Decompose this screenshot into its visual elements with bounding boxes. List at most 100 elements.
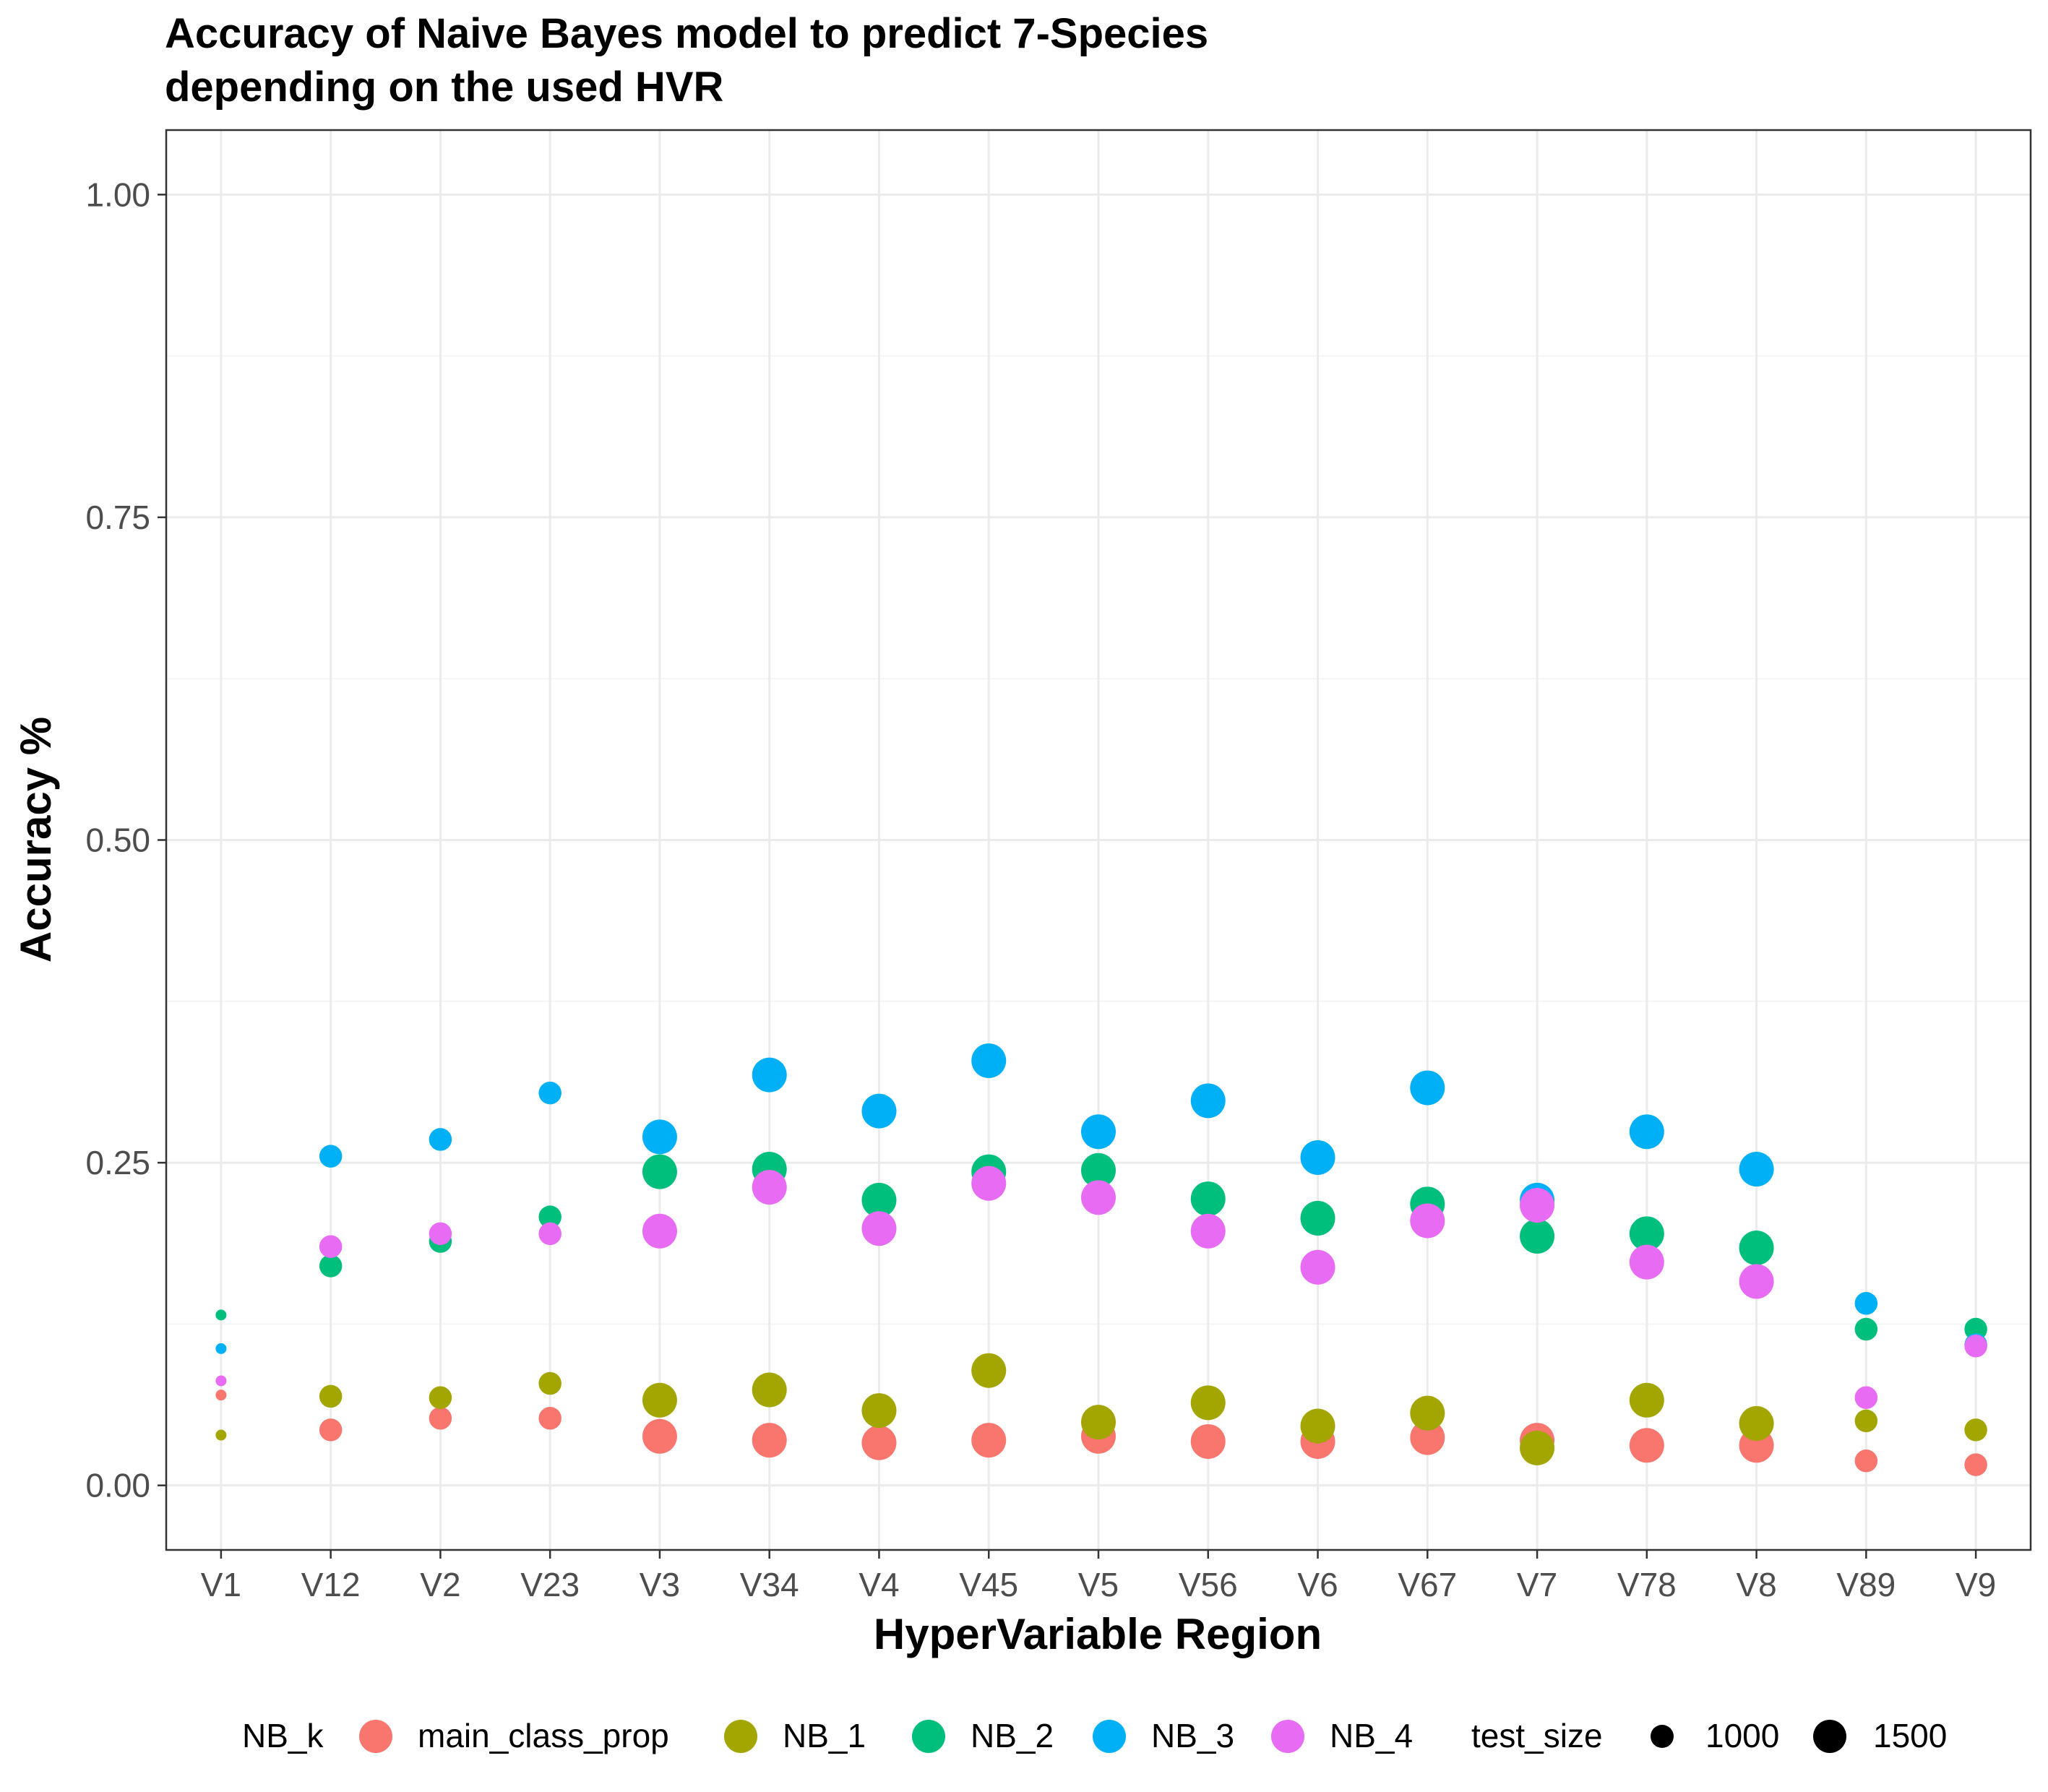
x-tick-label: V23 [520,1566,580,1603]
legend-size-title: test_size [1471,1717,1603,1754]
point-NB_3-V23 [538,1081,562,1105]
point-NB_4-V2 [429,1222,452,1246]
point-NB_4-V3 [642,1213,677,1249]
point-NB_1-V7 [1520,1430,1555,1465]
point-main_class_prop-V9 [1964,1453,1987,1476]
point-NB_4-V6 [1300,1249,1335,1285]
point-NB_2-V8 [1739,1230,1774,1265]
legend-size-label-1000: 1000 [1705,1717,1779,1754]
x-tick-label: V4 [859,1566,899,1603]
x-axis-title: HyperVariable Region [874,1610,1322,1658]
point-NB_2-V1 [215,1309,227,1321]
point-NB_4-V78 [1629,1244,1664,1280]
x-tick-label: V1 [201,1566,241,1603]
point-NB_3-V12 [319,1145,343,1168]
legend-key-NB_3 [1093,1720,1126,1753]
y-tick-label: 0.75 [85,499,150,536]
point-NB_4-V4 [861,1211,897,1246]
point-main_class_prop-V23 [538,1407,562,1430]
point-NB_1-V5 [1081,1405,1116,1440]
grid-major-lines [166,130,2031,1550]
point-NB_3-V4 [861,1093,897,1129]
x-tick-label: V2 [420,1566,460,1603]
point-NB_4-V1 [215,1375,227,1387]
point-NB_2-V78 [1629,1216,1664,1252]
point-NB_2-V12 [319,1254,343,1278]
point-NB_3-V56 [1190,1083,1226,1119]
legend-color-title: NB_k [242,1717,324,1754]
point-main_class_prop-V67 [1410,1420,1445,1455]
y-axis-title: Accuracy % [12,717,60,962]
point-NB_3-V78 [1629,1114,1664,1150]
legend-label-NB_2: NB_2 [971,1717,1054,1754]
x-axis-ticks: V1 V12 V2 V23 V3 V34 V4 V45 V5 V56 V6 V67 V7 V78 V8 V89… [201,1550,1996,1603]
point-main_class_prop-V2 [429,1407,452,1430]
point-main_class_prop-V89 [1854,1449,1878,1473]
point-NB_1-V23 [538,1371,562,1395]
point-NB_2-V56 [1190,1181,1226,1217]
point-main_class_prop-V12 [319,1418,343,1442]
point-NB_4-V5 [1081,1180,1116,1215]
legend-size-key-1000 [1651,1725,1674,1748]
point-NB_4-V9 [1964,1335,1987,1358]
x-tick-label: V34 [740,1566,799,1603]
point-NB_4-V34 [752,1170,787,1205]
point-NB_1-V67 [1410,1395,1445,1431]
point-main_class_prop-V4 [861,1425,897,1460]
point-main_class_prop-V45 [971,1423,1007,1458]
point-NB_4-V23 [538,1222,562,1246]
x-tick-label: V89 [1836,1566,1896,1603]
chart-title-line-1: Accuracy of Naive Bayes model to predict… [165,10,1208,57]
legend-label-NB_1: NB_1 [783,1717,866,1754]
point-main_class_prop-V78 [1629,1428,1664,1463]
chart-title-line-2: depending on the used HVR [165,64,723,111]
point-NB_1-V4 [861,1393,897,1429]
point-NB_4-V12 [319,1235,343,1258]
x-tick-label: V7 [1517,1566,1557,1603]
point-NB_3-V89 [1854,1292,1878,1315]
legend-key-main_class_prop [359,1720,392,1753]
legend-size-key-1500 [1813,1720,1846,1753]
point-NB_3-V45 [971,1043,1007,1078]
y-tick-label: 1.00 [85,176,150,213]
point-NB_2-V3 [642,1154,677,1189]
point-NB_1-V12 [319,1384,343,1408]
x-tick-label: V56 [1179,1566,1238,1603]
x-tick-label: V78 [1617,1566,1677,1603]
point-NB_4-V56 [1190,1213,1226,1249]
point-NB_1-V8 [1739,1405,1774,1441]
point-NB_2-V89 [1854,1317,1878,1341]
point-NB_2-V5 [1081,1153,1116,1188]
point-NB_1-V56 [1190,1385,1226,1421]
point-NB_4-V89 [1854,1386,1878,1409]
x-tick-label: V45 [959,1566,1018,1603]
point-NB_1-V9 [1964,1418,1987,1442]
point-main_class_prop-V56 [1190,1423,1226,1459]
point-NB_4-V45 [971,1166,1007,1201]
point-NB_1-V1 [215,1429,227,1441]
legend-label-main_class_prop: main_class_prop [418,1717,669,1754]
y-tick-label: 0.00 [85,1467,150,1504]
point-NB_2-V4 [861,1182,897,1218]
point-NB_3-V3 [642,1119,677,1155]
legend: NB_k main_class_prop NB_1 NB_2 NB_3 NB_4 tes… [242,1717,1947,1754]
x-tick-label: V3 [640,1566,680,1603]
legend-key-NB_1 [724,1720,757,1753]
point-NB_3-V6 [1300,1140,1335,1175]
legend-label-NB_4: NB_4 [1330,1717,1413,1754]
point-main_class_prop-V34 [752,1423,787,1458]
x-tick-label: V9 [1956,1566,1996,1603]
point-NB_1-V89 [1854,1409,1878,1433]
point-NB_3-V5 [1081,1114,1116,1150]
point-NB_3-V8 [1739,1152,1774,1187]
point-NB_3-V2 [429,1128,452,1151]
point-NB_4-V8 [1739,1264,1774,1299]
legend-key-NB_4 [1271,1720,1304,1753]
point-main_class_prop-V1 [215,1390,227,1401]
point-NB_1-V78 [1629,1382,1664,1418]
point-NB_1-V45 [971,1353,1007,1388]
point-NB_4-V67 [1410,1203,1445,1239]
point-NB_3-V67 [1410,1070,1445,1106]
legend-label-NB_3: NB_3 [1151,1717,1234,1754]
